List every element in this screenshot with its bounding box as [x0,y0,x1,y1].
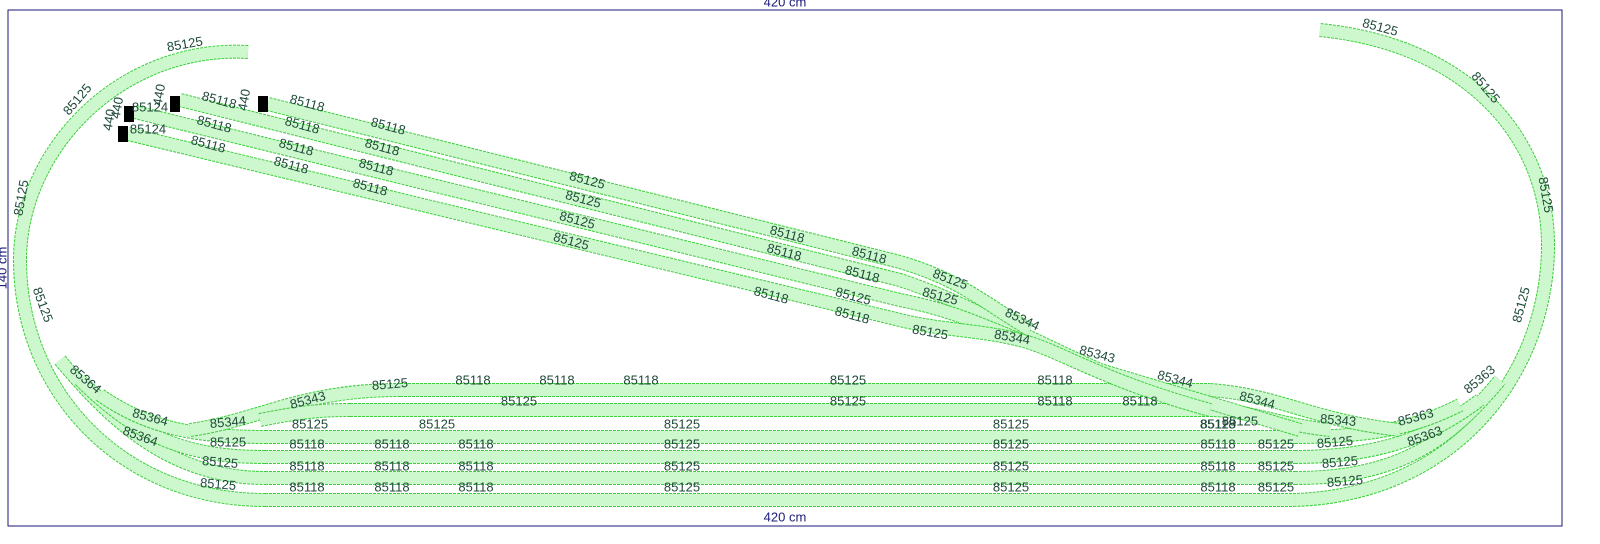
track [96,390,266,443]
tracks [12,23,1556,507]
track [13,45,266,506]
track-label: 85118 [289,479,324,494]
track-label: 85125 [664,458,700,473]
track-label: 85125 [993,416,1029,431]
track [1294,395,1484,463]
track [1294,376,1505,484]
dimension-label: 420 cm [764,0,807,9]
track-label: 85118 [455,372,490,387]
track-label: 85125 [993,436,1029,451]
buffer-stop [170,96,180,112]
track-label: 85125 [1536,176,1557,214]
dimension-label: 140 cm [0,247,9,290]
track-label: 85118 [1122,393,1157,408]
track-label: 85118 [1200,436,1235,451]
track-label: 85118 [1037,372,1072,387]
track-label: 440 [100,108,119,132]
track [1209,384,1401,436]
track-label: 85344 [209,413,246,431]
track-label: 85125 [664,416,700,431]
track-label: 85118 [374,479,409,494]
track-label: 85118 [458,479,493,494]
track-label: 85118 [623,372,658,387]
track-label: 85118 [1200,479,1235,494]
track-label: 440 [150,83,169,107]
track-label: 85125 [201,453,238,471]
track-label: 85125 [1258,458,1294,473]
track-label: 85118 [289,436,324,451]
track-label: 85125 [10,179,31,217]
track-label: 85125 [1326,472,1363,490]
track-label: 85125 [166,33,204,54]
track [266,98,1034,336]
track-label: 440 [235,88,254,112]
track-label: 85125 [993,479,1029,494]
track-label: 85125 [1258,436,1294,451]
track-label: 85125 [830,372,866,387]
track-label: 85118 [374,436,409,451]
buffer-stop [258,96,268,112]
track-label: 85125 [664,436,700,451]
track-label: 85125 [911,321,949,342]
track-label: 85124 [132,99,168,114]
track-label: 85125 [1316,433,1353,451]
track-label: 85118 [458,458,493,473]
track-label: 85125 [1222,413,1258,428]
track-label: 85118 [289,458,324,473]
track-label: 85344 [993,326,1031,347]
track-label: 85125 [664,479,700,494]
track-label: 85125 [419,416,455,431]
track-label: 85125 [501,393,537,408]
track-label: 85125 [210,434,246,449]
track-label: 85125 [1258,479,1294,494]
track-label: 440 [108,96,127,120]
track [126,128,1212,416]
track-label: 85118 [539,372,574,387]
track-label: 85125 [371,375,408,393]
track-label: 85118 [1200,458,1235,473]
buffer-stop [118,126,128,142]
track-label: 85125 [1200,416,1236,431]
buffer-stop [124,106,134,122]
track-label: 85125 [292,416,328,431]
track-label: 85118 [1200,416,1235,431]
track-label: 85125 [1321,453,1358,471]
track-label: 85118 [1037,393,1072,408]
track-label: 85124 [130,121,166,136]
track-label: 85125 [830,393,866,408]
track-label: 85125 [993,458,1029,473]
track-label: 85118 [374,458,409,473]
track-label: 85125 [199,475,236,493]
track-label: 85118 [458,436,493,451]
track [1294,24,1555,506]
track-label: 85343 [1319,411,1356,429]
track [189,384,401,436]
track [258,404,351,426]
dimension-label: 420 cm [764,509,807,524]
